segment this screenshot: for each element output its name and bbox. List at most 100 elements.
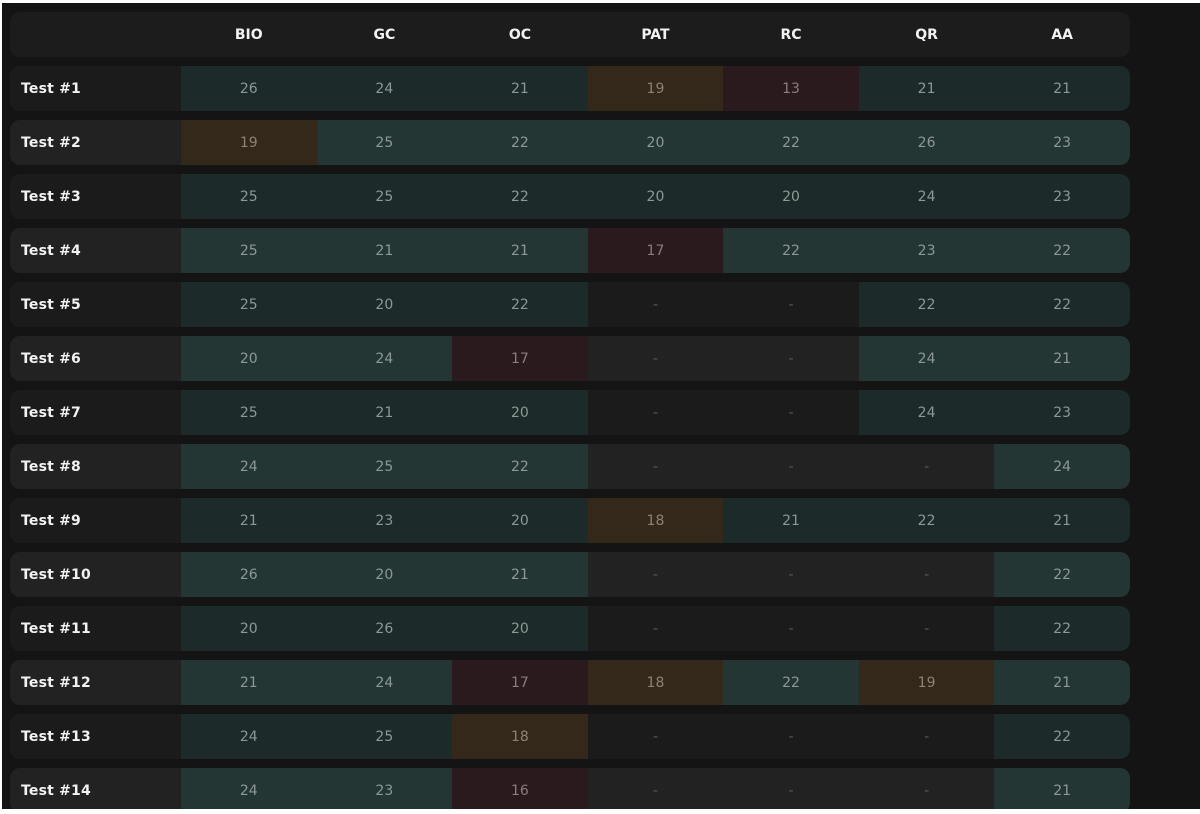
score-cell-gc: 25 <box>316 120 453 165</box>
table-row: Test #6 20 24 17- -24 21 <box>10 336 1130 381</box>
score-cell-pat: - <box>652 782 658 799</box>
score-cell-aa: 23 <box>994 120 1130 165</box>
score-cell-gc: 20 <box>316 282 453 327</box>
score-cell-gc: 25 <box>316 174 453 219</box>
table-row: Test #10 26 20 21 - - - 22 <box>10 552 1130 597</box>
row-label: Test #11 <box>21 620 91 637</box>
row-label: Test #1 <box>21 80 81 97</box>
score-cell-aa: 22 <box>994 282 1130 327</box>
score-cell-rc: 20 <box>723 174 859 219</box>
score-cell-qr: 21 <box>858 66 995 111</box>
score-cell-oc: 20 <box>452 390 588 435</box>
score-cell-aa: 22 <box>994 606 1130 651</box>
table-row: Test #5 25 20 22- -22 22 <box>10 282 1130 327</box>
table-row: Test #12 21 24 17 18 22 19 21 <box>10 660 1130 705</box>
column-header-bio: BIO <box>234 26 263 43</box>
row-label: Test #5 <box>21 296 81 313</box>
score-cell-gc: 23 <box>316 498 453 543</box>
score-cell-oc: 21 <box>452 552 588 597</box>
score-cell-pat: - <box>652 404 658 421</box>
score-cell-aa: 24 <box>994 444 1130 489</box>
score-cell-rc: - <box>788 620 794 637</box>
score-cell-aa: 21 <box>994 66 1130 111</box>
header-row: BIO GC OC PAT RC QR AA <box>10 12 1130 57</box>
score-cell-pat: - <box>652 350 658 367</box>
score-cell-pat: - <box>652 620 658 637</box>
score-cell-qr: 26 <box>858 120 995 165</box>
scores-panel: BIO GC OC PAT RC QR AA Test #1 26 24 21 19 13… <box>2 3 1200 809</box>
column-header-rc: RC <box>780 26 802 43</box>
row-label: Test #2 <box>21 134 81 151</box>
score-cell-aa: 23 <box>994 390 1130 435</box>
score-cell-aa: 22 <box>994 714 1130 759</box>
score-cell-aa: 22 <box>994 228 1130 273</box>
table-row: Test #2 19 25 22 20 22 26 23 <box>10 120 1130 165</box>
score-cell-oc: 22 <box>452 174 588 219</box>
score-cell-pat: - <box>652 296 658 313</box>
score-cell-pat: 19 <box>587 66 724 111</box>
score-cell-bio: 25 <box>181 174 317 219</box>
score-cell-oc: 16 <box>452 768 588 809</box>
score-cell-pat: - <box>652 728 658 745</box>
score-cell-bio: 25 <box>181 228 317 273</box>
header-corner <box>10 12 181 57</box>
table-body: Test #1 26 24 21 19 13 21 21 Test #2 19 25 22 20 22 26… <box>10 66 1130 809</box>
table-row: Test #4 25 21 21 17 22 23 22 <box>10 228 1130 273</box>
score-cell-oc: 18 <box>452 714 588 759</box>
score-cell-pat: 20 <box>587 120 724 165</box>
score-cell-pat: - <box>652 566 658 583</box>
score-cell-bio: 20 <box>181 606 317 651</box>
score-cell-qr: 22 <box>858 498 995 543</box>
score-cell-gc: 26 <box>316 606 453 651</box>
score-cell-qr: 19 <box>858 660 995 705</box>
row-label: Test #6 <box>21 350 81 367</box>
score-cell-qr: 24 <box>858 174 995 219</box>
score-cell-rc: - <box>788 296 794 313</box>
score-cell-bio: 24 <box>181 444 317 489</box>
column-header-aa: AA <box>1051 26 1073 43</box>
column-header-qr: QR <box>915 26 938 43</box>
score-cell-oc: 22 <box>452 282 588 327</box>
score-cell-gc: 25 <box>316 444 453 489</box>
score-cell-rc: 22 <box>723 228 859 273</box>
score-cell-pat: 18 <box>587 498 724 543</box>
score-cell-bio: 20 <box>181 336 317 381</box>
score-cell-oc: 17 <box>452 336 588 381</box>
row-label: Test #7 <box>21 404 81 421</box>
score-cell-qr: - <box>924 458 930 475</box>
score-cell-qr: - <box>924 620 930 637</box>
score-cell-bio: 26 <box>181 552 317 597</box>
score-cell-rc: - <box>788 458 794 475</box>
score-cell-oc: 22 <box>452 444 588 489</box>
score-cell-pat: 20 <box>587 174 724 219</box>
score-cell-rc: - <box>788 404 794 421</box>
score-cell-gc: 24 <box>316 660 453 705</box>
row-label: Test #3 <box>21 188 81 205</box>
table-row: Test #3 25 25 22 20 20 24 23 <box>10 174 1130 219</box>
score-cell-aa: 22 <box>994 552 1130 597</box>
table-row: Test #7 25 21 20 - - 24 23 <box>10 390 1130 435</box>
score-cell-gc: 23 <box>316 768 453 809</box>
score-cell-rc: 22 <box>723 120 859 165</box>
score-cell-rc: 13 <box>723 66 859 111</box>
score-cell-gc: 25 <box>316 714 453 759</box>
score-cell-gc: 24 <box>316 66 453 111</box>
score-cell-gc: 20 <box>316 552 453 597</box>
column-header-gc: GC <box>373 26 396 43</box>
score-cell-aa: 21 <box>994 768 1130 809</box>
score-cell-qr: - <box>924 566 930 583</box>
score-cell-pat: 18 <box>587 660 724 705</box>
score-cell-aa: 21 <box>994 336 1130 381</box>
score-cell-rc: - <box>788 566 794 583</box>
table-row: Test #11 20 26 20 - - - 22 <box>10 606 1130 651</box>
score-cell-oc: 21 <box>452 66 588 111</box>
score-cell-bio: 21 <box>181 660 317 705</box>
score-cell-qr: 23 <box>858 228 995 273</box>
table-row: Test #8 24 25 22- - -24 <box>10 444 1130 489</box>
score-cell-bio: 25 <box>181 390 317 435</box>
score-cell-oc: 21 <box>452 228 588 273</box>
score-cell-qr: - <box>924 782 930 799</box>
table-row: Test #1 26 24 21 19 13 21 21 <box>10 66 1130 111</box>
table-row: Test #13 24 25 18 - - - 22 <box>10 714 1130 759</box>
score-cell-oc: 22 <box>452 120 588 165</box>
